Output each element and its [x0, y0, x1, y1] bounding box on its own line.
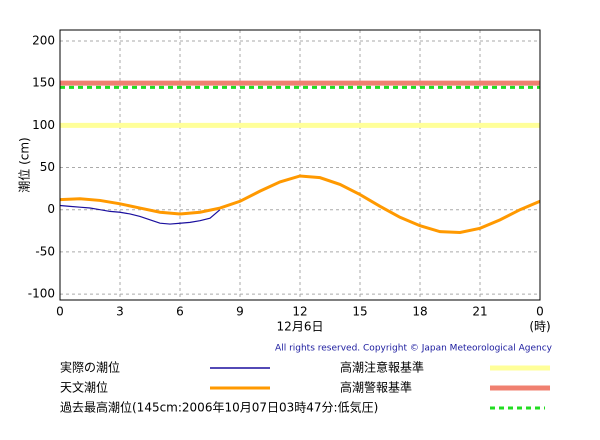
x-tick-label: 0 — [56, 305, 64, 319]
series-line — [59, 204, 221, 225]
x-tick-label: 0 — [536, 305, 544, 319]
x-tick-label: 21 — [472, 305, 487, 319]
y-tick-label: -100 — [28, 287, 55, 301]
copyright: All rights reserved. Copyright © Japan M… — [275, 344, 553, 354]
x-axis-label: 12月6日 — [277, 320, 324, 334]
y-tick-label: -50 — [35, 244, 55, 258]
plot-border — [59, 29, 541, 301]
y-tick-label: 150 — [32, 76, 55, 90]
legend-label: 天文潮位 — [60, 380, 108, 395]
y-tick-label: 200 — [32, 33, 55, 47]
legend-label: 過去最高潮位(145cm:2006年10月07日03時47分:低気圧) — [60, 400, 378, 415]
x-unit: (時) — [529, 320, 550, 334]
x-tick-label: 12 — [292, 305, 307, 319]
series-line — [59, 174, 541, 235]
x-tick-label: 9 — [236, 305, 244, 319]
legend-label: 実際の潮位 — [60, 360, 120, 375]
y-tick-label: 100 — [32, 118, 55, 132]
legend-label: 高潮警報基準 — [340, 380, 412, 395]
x-tick-label: 18 — [412, 305, 427, 319]
x-tick-label: 15 — [352, 305, 367, 319]
x-tick-label: 3 — [116, 305, 124, 319]
x-tick-label: 6 — [176, 305, 184, 319]
legend-label: 高潮注意報基準 — [340, 360, 424, 375]
y-tick-label: 0 — [47, 202, 55, 216]
y-tick-label: 50 — [40, 160, 55, 174]
y-axis-label: 潮位 (cm) — [17, 137, 32, 192]
